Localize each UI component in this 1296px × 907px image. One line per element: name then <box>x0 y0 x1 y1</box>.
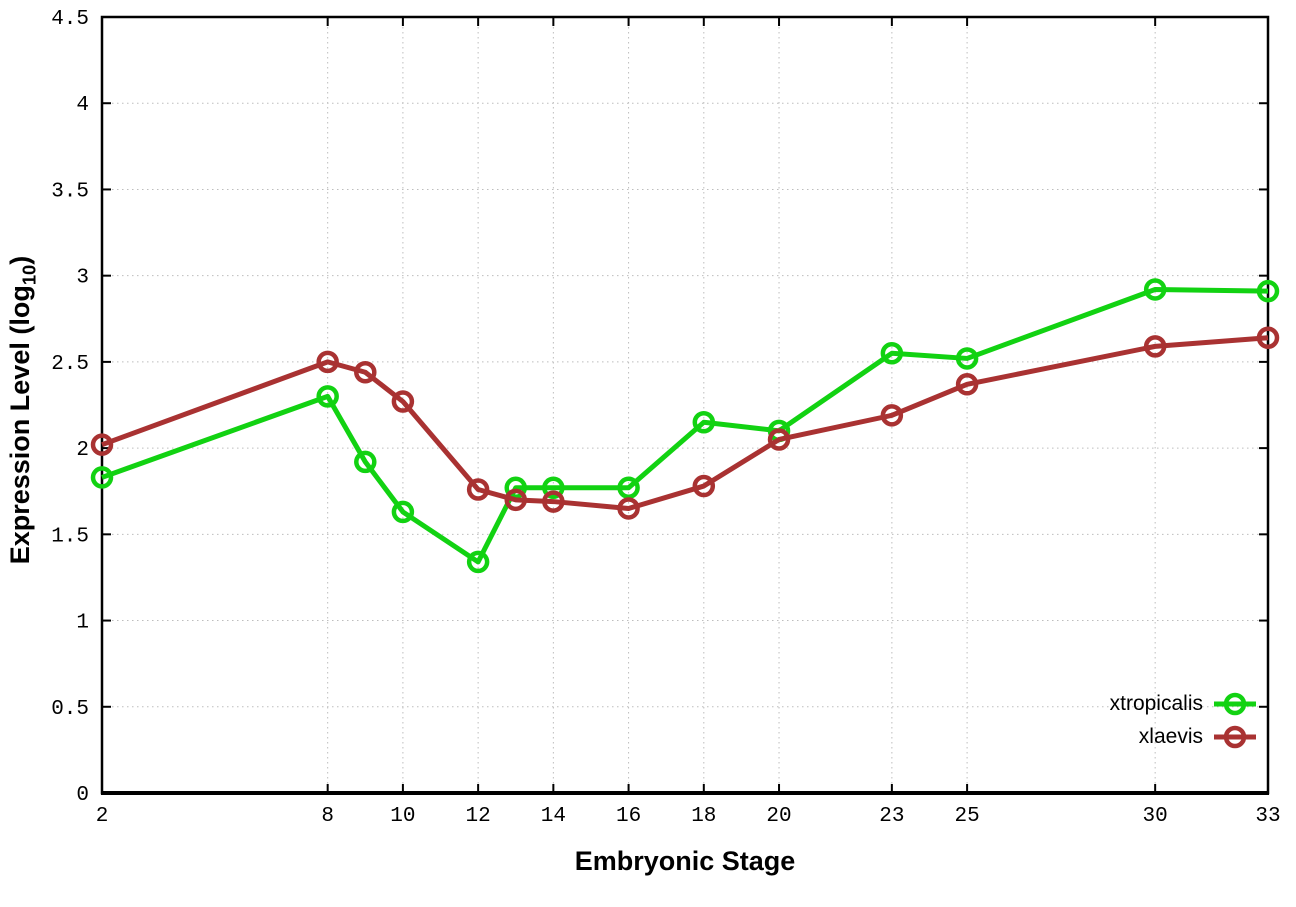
y-tick-label: 4.5 <box>51 8 89 31</box>
xlaevis-point <box>391 390 415 413</box>
legend-label-xlaevis: xlaevis <box>1138 725 1203 748</box>
xlaevis-point <box>354 360 377 384</box>
xlaevis-point <box>466 478 490 501</box>
xlaevis-point <box>1143 335 1167 358</box>
xtropicalis-point <box>1256 279 1280 303</box>
legend-label-xtropicalis: xtropicalis <box>1109 692 1203 715</box>
y-tick-label: 1.5 <box>51 525 89 548</box>
legend-item-xtropicalis: xtropicalis <box>1110 690 1258 718</box>
xlaevis-point <box>767 428 791 451</box>
xtropicalis-point <box>542 476 565 500</box>
y-tick-label: 2.5 <box>51 353 89 376</box>
x-tick-label: 2 <box>96 805 109 828</box>
x-tick-label: 30 <box>1143 805 1168 828</box>
x-tick-label: 18 <box>691 805 716 828</box>
x-tick-label: 8 <box>321 805 334 828</box>
legend: xtropicalis xlaevis <box>1110 690 1258 751</box>
xlaevis-point <box>542 490 565 513</box>
x-tick-label: 33 <box>1255 805 1280 828</box>
xlaevis-point <box>90 433 114 456</box>
xtropicalis-point <box>880 342 904 365</box>
legend-marker-xlaevis-icon <box>1214 725 1256 749</box>
xtropicalis-point <box>955 347 979 370</box>
xtropicalis-point <box>466 550 490 574</box>
x-tick-label: 14 <box>541 805 566 828</box>
xlaevis-point <box>316 350 339 374</box>
y-tick-label: 2 <box>76 439 89 462</box>
y-axis-title-text: Expression Level (log <box>5 285 35 565</box>
xtropicalis-line <box>101 286 1269 565</box>
xtropicalis-point <box>1143 278 1167 301</box>
x-tick-label: 20 <box>766 805 791 828</box>
x-tick-label: 23 <box>879 805 904 828</box>
x-tick-label: 12 <box>466 805 491 828</box>
xtropicalis-point <box>90 466 114 489</box>
xlaevis-point <box>504 488 527 512</box>
x-tick-label: 16 <box>616 805 641 828</box>
y-axis-title-suffix: ) <box>5 255 35 265</box>
x-axis-title: Embryonic Stage <box>574 846 796 876</box>
xlaevis-point <box>1256 326 1280 349</box>
plot-border <box>100 15 1270 795</box>
xlaevis-line <box>101 335 1269 511</box>
x-tick-label: 25 <box>954 805 979 828</box>
y-tick-label: 3.5 <box>51 180 89 203</box>
xlaevis-point <box>955 373 979 396</box>
xtropicalis-point <box>354 450 377 474</box>
y-axis-title-subscript: 10 <box>18 264 40 286</box>
y-tick-label: 0.5 <box>51 698 89 721</box>
xlaevis-point <box>692 474 716 498</box>
legend-item-xlaevis: xlaevis <box>1139 723 1258 751</box>
y-tick-label: 1 <box>76 612 89 635</box>
xtropicalis-point <box>692 410 716 434</box>
y-axis-title: Expression Level (log10) <box>0 210 40 610</box>
xtropicalis-point <box>316 385 339 408</box>
y-tick-label: 3 <box>76 267 89 290</box>
y-tick-label: 0 <box>76 784 89 807</box>
xtropicalis-point <box>504 476 527 500</box>
y-tick-label: 4 <box>76 94 89 117</box>
x-tick-label: 10 <box>390 805 415 828</box>
xlaevis-point <box>880 404 904 427</box>
xtropicalis-point <box>617 476 640 500</box>
xtropicalis-point <box>391 500 415 524</box>
legend-marker-xtropicalis-icon <box>1214 692 1256 716</box>
xlaevis-point <box>617 497 640 520</box>
